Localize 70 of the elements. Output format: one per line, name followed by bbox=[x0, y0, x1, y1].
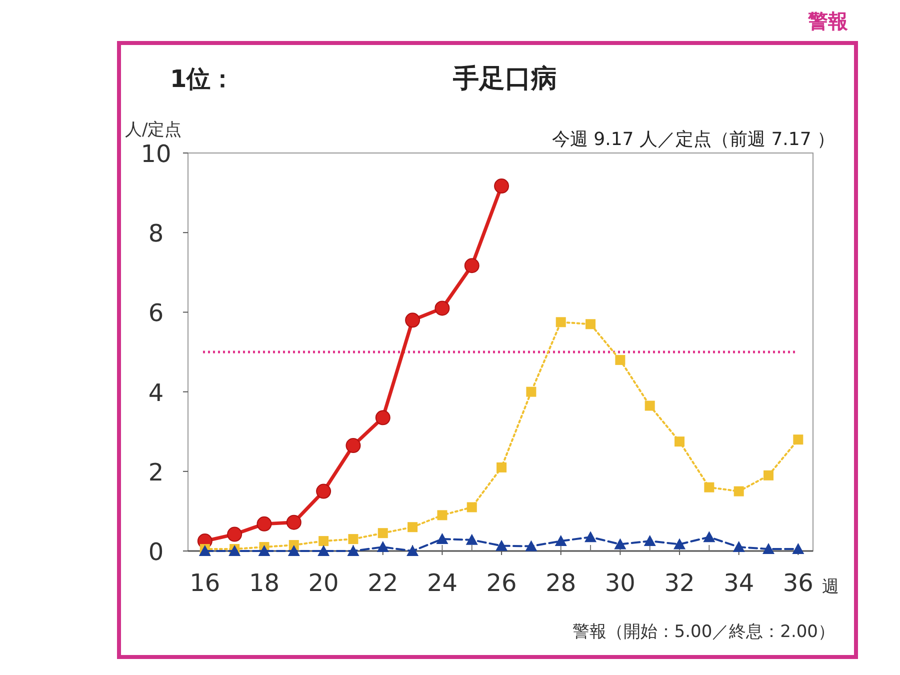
point bbox=[792, 543, 804, 554]
point bbox=[464, 258, 480, 274]
point bbox=[316, 484, 332, 499]
point bbox=[703, 531, 716, 542]
x-tick-label: 26 bbox=[486, 569, 517, 597]
point bbox=[408, 522, 418, 532]
y-tick-label: 0 bbox=[148, 538, 164, 566]
point bbox=[437, 510, 448, 520]
y-tick-label: 4 bbox=[148, 378, 164, 407]
point bbox=[762, 543, 775, 554]
point bbox=[286, 514, 302, 530]
point bbox=[734, 486, 744, 496]
point bbox=[376, 541, 389, 552]
text: 今週 9.17 人／定点（前週 7.17 ） bbox=[552, 129, 835, 150]
point bbox=[318, 545, 330, 556]
point bbox=[584, 531, 597, 542]
point bbox=[378, 528, 388, 538]
text: 警報 bbox=[807, 9, 849, 33]
x-tick-label: 20 bbox=[308, 569, 339, 597]
chart-title: 手足口病 bbox=[452, 64, 557, 94]
point bbox=[615, 354, 626, 365]
point bbox=[318, 536, 329, 546]
point bbox=[466, 502, 477, 512]
point bbox=[347, 545, 360, 556]
point bbox=[405, 312, 420, 328]
point bbox=[764, 470, 774, 480]
point bbox=[704, 482, 714, 492]
x-tick-label: 16 bbox=[190, 569, 220, 597]
point bbox=[258, 545, 270, 556]
y-axis-title: 人/定点 bbox=[125, 120, 182, 140]
point bbox=[526, 386, 536, 397]
point bbox=[556, 317, 566, 328]
text: 1位： bbox=[170, 65, 235, 93]
point bbox=[496, 462, 507, 472]
point bbox=[644, 400, 655, 411]
x-axis-title: 週 bbox=[822, 577, 839, 597]
point bbox=[614, 538, 626, 550]
point bbox=[674, 436, 685, 447]
x-tick-label: 30 bbox=[604, 569, 636, 597]
y-tick-label: 6 bbox=[148, 299, 164, 328]
point bbox=[375, 410, 390, 426]
point bbox=[793, 434, 804, 445]
y-tick-label: 10 bbox=[140, 140, 172, 168]
text: 警報（開始：5.00／終息：2.00） bbox=[572, 622, 835, 642]
point bbox=[674, 538, 686, 550]
point bbox=[494, 178, 510, 194]
point bbox=[434, 300, 450, 316]
point bbox=[466, 534, 478, 545]
x-tick-label: 36 bbox=[782, 569, 814, 597]
point bbox=[227, 526, 242, 542]
x-tick-label: 34 bbox=[724, 569, 754, 597]
point bbox=[436, 533, 448, 544]
y-tick-label: 2 bbox=[148, 458, 164, 486]
x-tick-label: 32 bbox=[664, 569, 695, 597]
x-tick-label: 22 bbox=[368, 569, 398, 597]
point bbox=[288, 545, 300, 556]
point bbox=[406, 545, 419, 556]
x-tick-label: 28 bbox=[546, 569, 576, 597]
y-tick-label: 8 bbox=[148, 220, 164, 248]
point bbox=[554, 535, 567, 546]
x-tick-label: 18 bbox=[248, 569, 280, 597]
point bbox=[525, 540, 538, 552]
x-tick-label: 24 bbox=[426, 569, 458, 597]
point bbox=[348, 534, 358, 544]
point bbox=[496, 540, 508, 551]
point bbox=[644, 535, 656, 546]
point bbox=[586, 319, 596, 330]
point bbox=[732, 541, 745, 552]
point bbox=[256, 516, 272, 532]
point bbox=[346, 438, 361, 454]
